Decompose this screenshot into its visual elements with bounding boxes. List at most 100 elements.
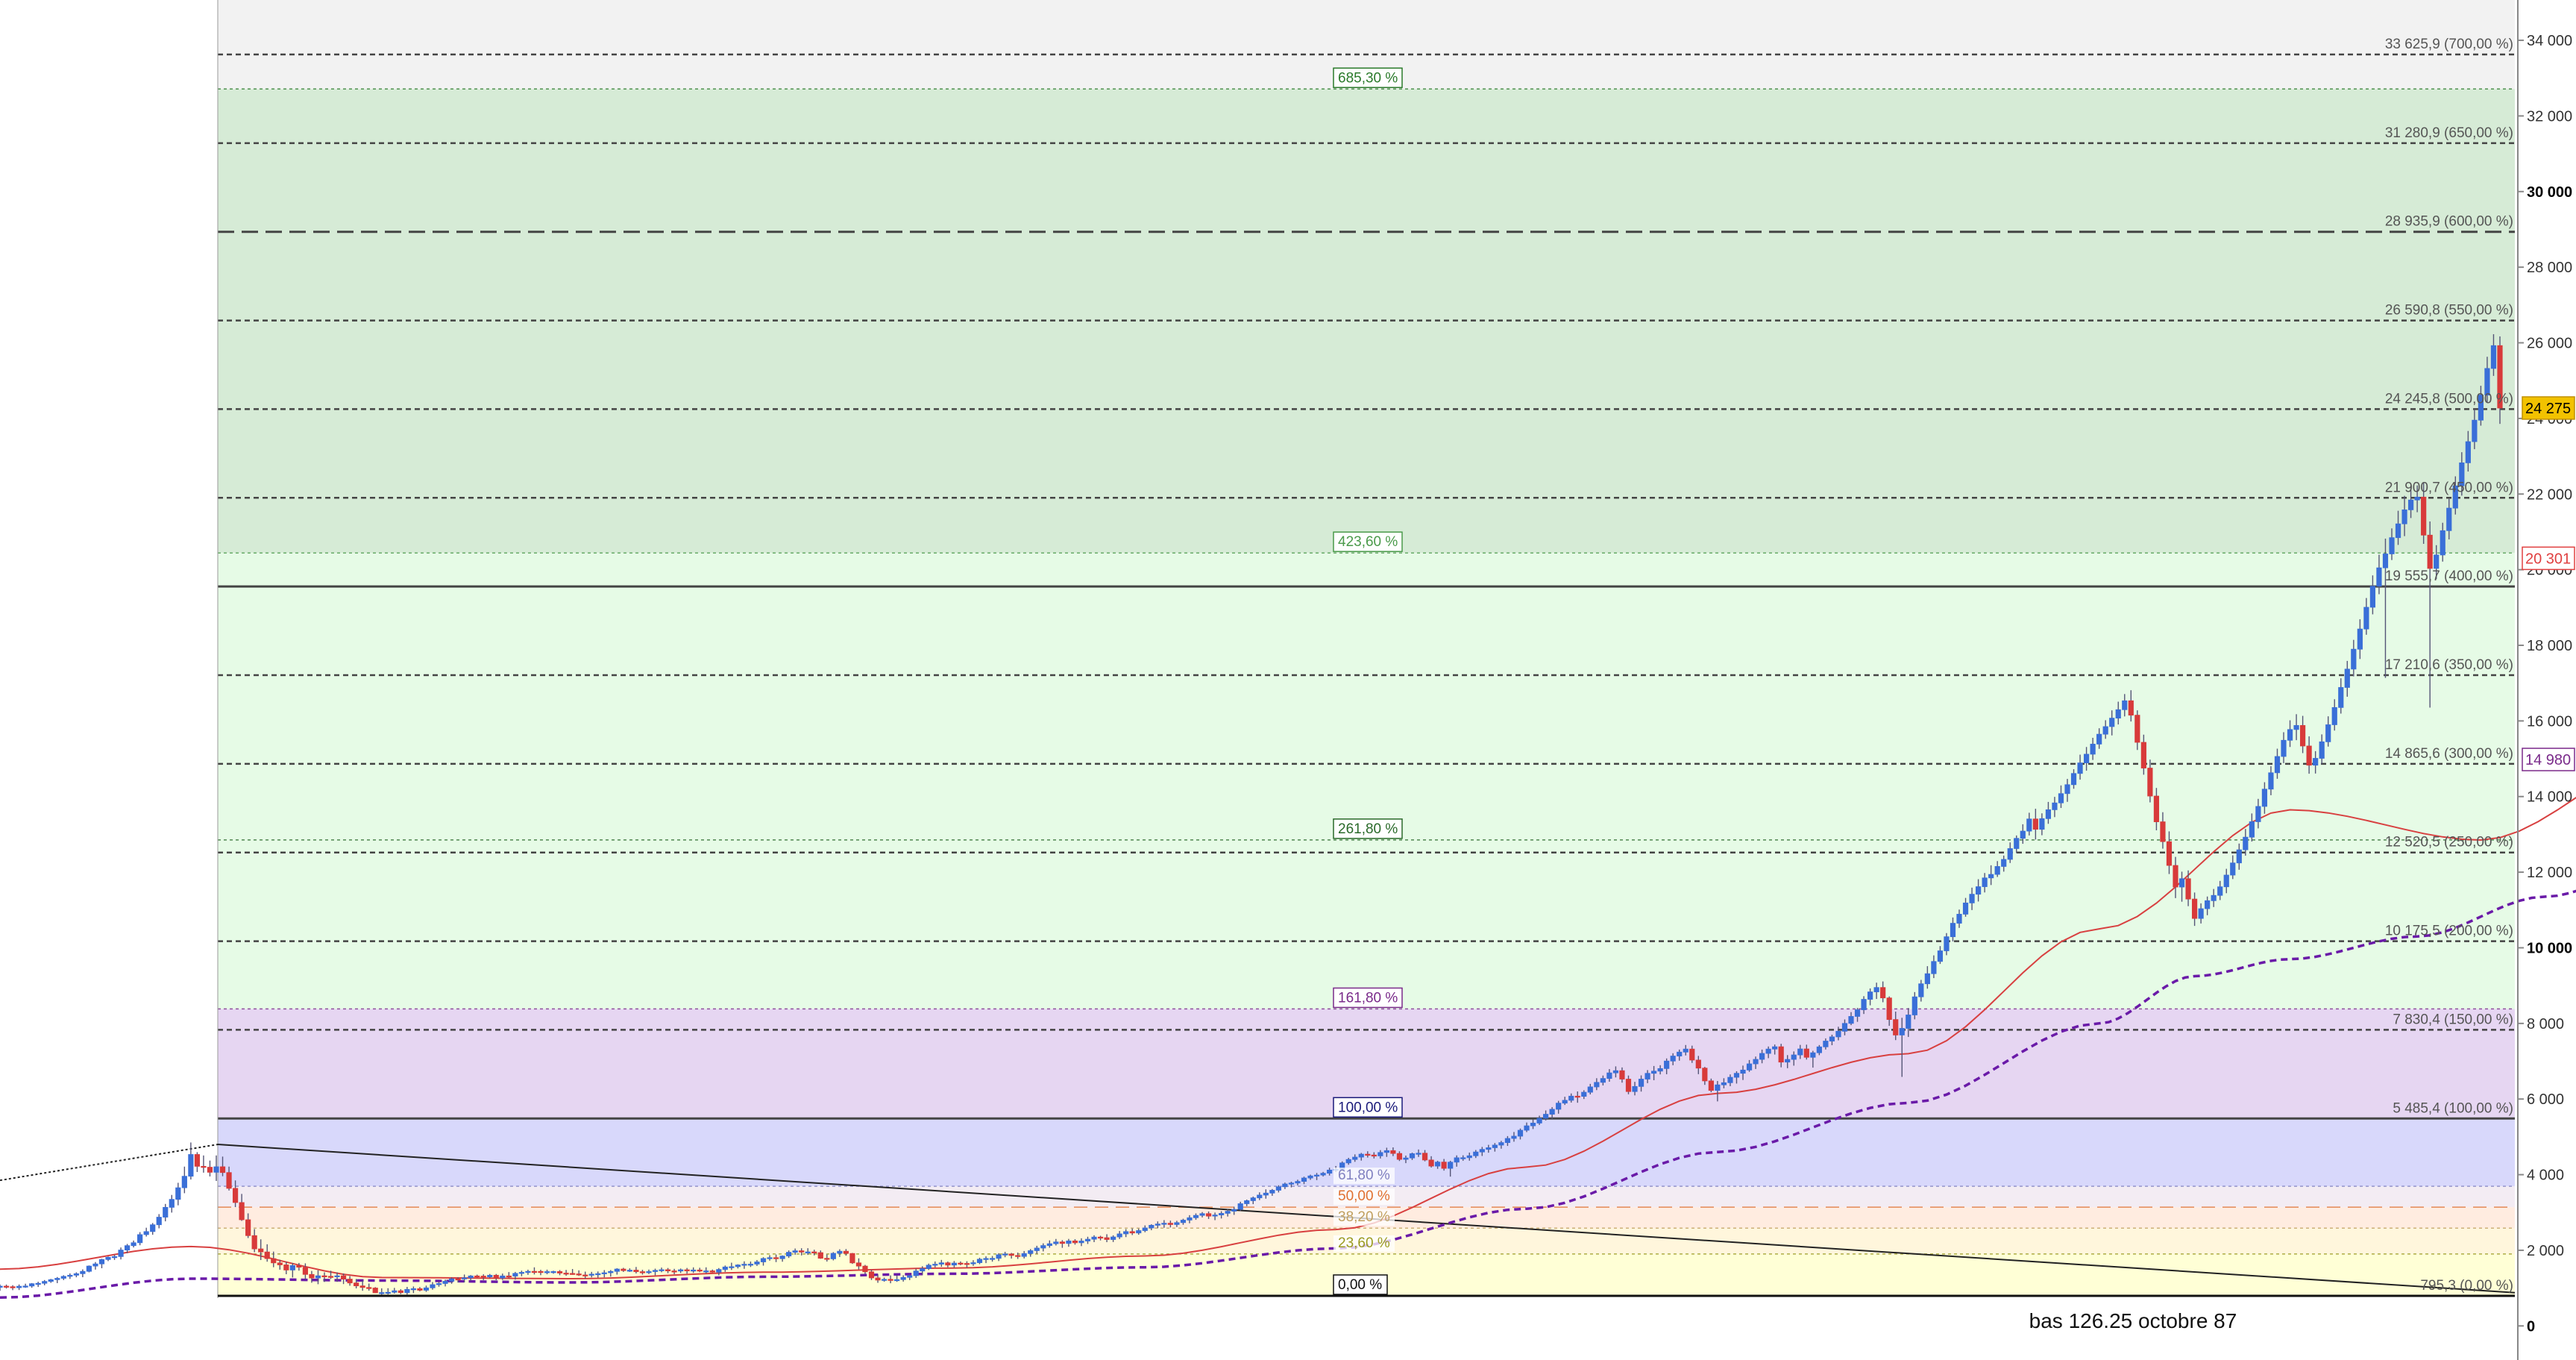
- candle-80: [506, 1272, 512, 1279]
- candle-body: [1670, 1056, 1676, 1062]
- candle-364: [2313, 750, 2319, 774]
- candle-body: [735, 1265, 741, 1267]
- candle-134: [849, 1253, 855, 1265]
- candle-318: [2020, 824, 2026, 844]
- candle-body: [2096, 733, 2102, 745]
- candle-184: [1167, 1220, 1173, 1228]
- candle-body: [1803, 1048, 1809, 1058]
- candle-114: [722, 1265, 728, 1272]
- candle-61: [385, 1288, 391, 1295]
- candle-358: [2274, 748, 2281, 779]
- candle-body: [518, 1272, 524, 1274]
- candle-185: [1174, 1220, 1180, 1227]
- candle-108: [684, 1267, 690, 1274]
- candle-124: [786, 1250, 792, 1259]
- candle-body: [118, 1250, 124, 1257]
- candle-body: [958, 1262, 964, 1265]
- candle-362: [2299, 715, 2306, 753]
- candle-body: [468, 1275, 474, 1279]
- candle-85: [538, 1270, 544, 1276]
- candle-body: [703, 1270, 709, 1273]
- candle-44: [277, 1259, 283, 1270]
- candle-body: [2090, 744, 2096, 755]
- candle-body: [289, 1265, 295, 1270]
- candle-body: [366, 1287, 372, 1289]
- candle-41: [258, 1239, 264, 1261]
- candle-body: [512, 1273, 518, 1276]
- candle-body: [309, 1273, 315, 1279]
- candle-99: [626, 1268, 632, 1272]
- candle-313: [1988, 865, 1994, 886]
- candle-302: [1918, 980, 1924, 1002]
- candle-body: [875, 1277, 881, 1281]
- candle-215: [1365, 1151, 1371, 1158]
- candle-body: [2166, 841, 2173, 866]
- candle-body: [2497, 345, 2503, 409]
- candle-146: [926, 1263, 932, 1270]
- candle-359: [2281, 732, 2287, 763]
- candle-312: [1982, 873, 1988, 893]
- candle-153: [970, 1260, 976, 1266]
- candle-body: [1651, 1071, 1657, 1074]
- candle-body: [855, 1262, 862, 1267]
- annotation-low-october-87: bas 126.25 octobre 87: [2029, 1309, 2237, 1332]
- candle-261: [1657, 1065, 1663, 1075]
- candle-body: [792, 1250, 798, 1253]
- candle-body: [1015, 1255, 1021, 1257]
- candle-body: [970, 1262, 976, 1265]
- candle-body: [1683, 1048, 1688, 1053]
- candle-body: [201, 1165, 207, 1168]
- candle-270: [1715, 1081, 1721, 1102]
- candle-381: [2421, 482, 2427, 545]
- candle-370: [2351, 639, 2357, 677]
- candle-body: [2102, 726, 2108, 735]
- fib-label-bg: [1333, 1188, 1395, 1206]
- candle-body: [2045, 809, 2052, 819]
- candle-180: [1142, 1225, 1148, 1232]
- candle-body: [1893, 1019, 1899, 1035]
- fib-label-text: 423,60 %: [1338, 534, 1398, 550]
- candle-74: [468, 1275, 474, 1281]
- candle-117: [741, 1261, 747, 1269]
- candle-body: [1441, 1162, 1447, 1169]
- candle-331: [2102, 720, 2108, 739]
- candle-201: [1275, 1185, 1281, 1193]
- candle-body: [1988, 874, 1994, 879]
- candle-body: [1574, 1095, 1580, 1098]
- candle-body: [92, 1263, 98, 1267]
- candle-10: [60, 1275, 66, 1280]
- candle-body: [334, 1275, 340, 1278]
- candle-182: [1155, 1221, 1160, 1229]
- candle-body: [2070, 773, 2077, 786]
- candle-37: [232, 1180, 239, 1208]
- candle-body: [347, 1279, 353, 1284]
- candle-199: [1263, 1189, 1269, 1199]
- candle-body: [1823, 1041, 1829, 1047]
- candle-129: [817, 1250, 823, 1259]
- candle-body: [2026, 818, 2032, 832]
- projection-label-3: 10 175,5 (200,00 %): [2385, 924, 2513, 939]
- candle-body: [1448, 1162, 1454, 1169]
- candle-52: [327, 1270, 334, 1279]
- candle-4: [22, 1283, 28, 1288]
- candle-330: [2096, 728, 2102, 749]
- candle-242: [1536, 1115, 1542, 1125]
- candle-140: [888, 1275, 893, 1284]
- candle-body: [1702, 1068, 1708, 1082]
- candle-168: [1066, 1238, 1072, 1247]
- candle-71: [448, 1277, 455, 1284]
- candle-337: [2140, 734, 2146, 775]
- candle-body: [1320, 1173, 1326, 1176]
- candle-body: [1479, 1149, 1485, 1153]
- fib-label-text: 38,20 %: [1338, 1209, 1390, 1225]
- candle-214: [1358, 1153, 1364, 1161]
- candle-body: [626, 1270, 632, 1272]
- candle-291: [1848, 1012, 1854, 1026]
- candle-body: [2128, 700, 2134, 716]
- candle-body: [1549, 1109, 1555, 1115]
- candle-2: [10, 1285, 16, 1291]
- candle-body: [354, 1282, 359, 1287]
- candle-384: [2440, 522, 2445, 562]
- candle-body: [1873, 987, 1879, 992]
- candle-390: [2478, 386, 2484, 426]
